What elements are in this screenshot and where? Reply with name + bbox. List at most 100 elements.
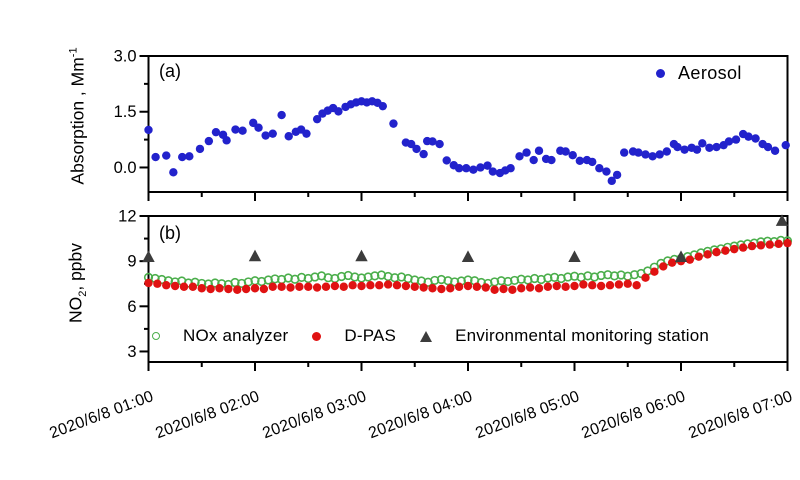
dpas-point xyxy=(685,255,695,264)
dpas-point xyxy=(712,247,721,257)
dpas-point xyxy=(295,282,304,291)
aerosol-point xyxy=(751,134,760,143)
station-triangle-point xyxy=(674,250,688,262)
aerosol-legend-dot-icon xyxy=(656,69,665,78)
station-legend-label: Environmental monitoring station xyxy=(455,326,710,345)
aerosol-point xyxy=(312,114,322,124)
aerosol-point xyxy=(763,142,773,152)
dpas-point xyxy=(357,281,366,291)
y-axis-title-absorption-exponent: -1 xyxy=(67,47,80,58)
nox-point xyxy=(609,271,620,281)
aerosol-point xyxy=(612,170,622,180)
nox-point xyxy=(370,271,380,281)
aerosol-point xyxy=(222,136,231,145)
nox-point xyxy=(563,272,573,282)
aerosol-point xyxy=(698,139,707,148)
dpas-legend-label: D-PAS xyxy=(344,326,397,345)
station-triangle-point xyxy=(461,250,475,262)
nox-point xyxy=(210,278,220,288)
aerosol-point xyxy=(488,167,498,176)
dpas-point xyxy=(401,281,411,291)
aerosol-point xyxy=(169,168,178,177)
aerosol-point xyxy=(534,146,544,155)
aerosol-point xyxy=(238,126,247,135)
aerosol-point xyxy=(185,152,194,161)
dpas-point xyxy=(454,282,464,291)
aerosol-point xyxy=(483,161,492,170)
aerosol-point xyxy=(641,150,650,159)
nox-point xyxy=(583,271,593,281)
nox-point xyxy=(296,272,307,283)
aerosol-point xyxy=(561,147,570,156)
nox-point xyxy=(543,273,553,283)
dpas-point xyxy=(499,284,508,294)
dpas-point xyxy=(233,285,242,294)
aerosol-point xyxy=(195,144,205,154)
nox-point xyxy=(496,276,506,286)
dpas-point xyxy=(259,284,269,294)
dpas-point xyxy=(667,258,677,267)
dpas-point xyxy=(428,284,437,293)
aerosol-point xyxy=(731,135,741,144)
aerosol-point xyxy=(178,152,187,162)
dpas-point xyxy=(659,262,668,271)
panel-b-y-tick-label: 12 xyxy=(118,208,136,226)
nox-legend-circle-icon xyxy=(152,332,160,340)
y-axis-title-no2-subscript: 2 xyxy=(76,290,89,297)
nox-point xyxy=(390,273,400,283)
dpas-point xyxy=(579,280,588,289)
dpas-point xyxy=(179,282,189,291)
dpas-point xyxy=(366,281,375,290)
panel-b-y-tick-label: 9 xyxy=(127,253,136,271)
dpas-point xyxy=(508,285,517,294)
legend-no2: NOx analyzer D-PAS Environmental monitor… xyxy=(152,326,709,346)
aerosol-point xyxy=(595,164,604,173)
aerosol-point xyxy=(620,148,629,157)
dpas-point xyxy=(534,284,544,293)
aerosol-point xyxy=(770,146,780,155)
station-legend-triangle-icon xyxy=(420,330,433,342)
aerosol-point xyxy=(419,149,428,159)
dpas-point xyxy=(481,283,490,292)
dpas-point xyxy=(348,281,357,290)
dpas-point xyxy=(375,281,384,290)
aerosol-point xyxy=(254,123,263,132)
aerosol-point xyxy=(302,129,311,138)
dpas-point xyxy=(188,282,198,291)
station-triangle-point xyxy=(142,250,155,262)
dpas-point xyxy=(525,283,535,292)
aerosol-point xyxy=(547,155,556,165)
dpas-point xyxy=(650,267,659,276)
dpas-point xyxy=(437,284,446,294)
dpas-point xyxy=(552,281,561,291)
dpas-point xyxy=(215,284,224,293)
dpas-point xyxy=(277,282,286,291)
nox-legend-label: NOx analyzer xyxy=(183,326,289,345)
nox-point xyxy=(430,275,440,286)
dpas-point xyxy=(410,282,419,291)
aerosol-point xyxy=(249,118,258,128)
aerosol-point xyxy=(277,110,286,120)
dpas-point xyxy=(463,281,473,291)
nox-point xyxy=(476,277,486,288)
aerosol-point xyxy=(162,151,171,160)
dpas-point xyxy=(304,282,313,291)
aerosol-point xyxy=(151,152,160,162)
panel-a-y-tick-label: 0.0 xyxy=(114,159,137,177)
dpas-point xyxy=(543,282,553,291)
aerosol-point xyxy=(634,148,643,157)
aerosol-point xyxy=(284,132,293,141)
aerosol-point xyxy=(469,165,478,174)
dpas-point xyxy=(268,282,277,291)
dpas-point xyxy=(517,284,526,293)
dpas-point xyxy=(162,281,171,290)
panel-b-y-tick-label: 6 xyxy=(127,298,136,316)
dpas-point xyxy=(703,250,712,259)
nox-point xyxy=(503,276,513,287)
dpas-point xyxy=(765,240,774,249)
aerosol-point xyxy=(428,137,437,146)
y-axis-title-no2: NO2, ppbv xyxy=(65,243,89,323)
dpas-point xyxy=(224,284,233,294)
